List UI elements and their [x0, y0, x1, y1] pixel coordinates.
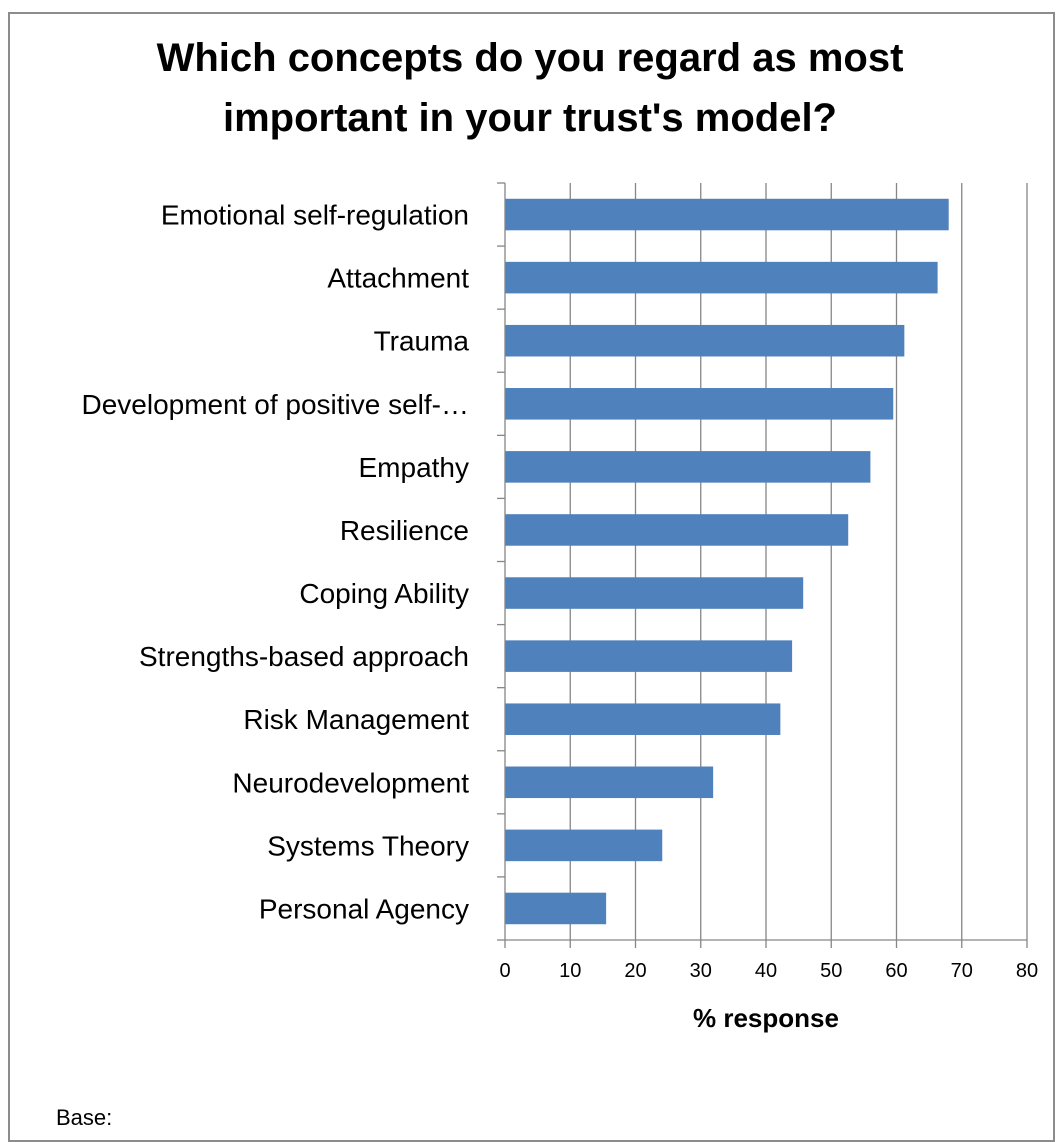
x-tick-label: 60	[885, 960, 907, 982]
bars	[505, 198, 949, 925]
x-tick-label: 70	[951, 960, 973, 982]
axes	[497, 182, 1028, 948]
gridlines	[569, 183, 1028, 940]
bar	[505, 577, 804, 609]
category-label: Development of positive self-…	[81, 389, 469, 420]
bar	[505, 198, 949, 231]
x-axis-title: % response	[693, 1003, 839, 1033]
category-label: Emotional self-regulation	[161, 200, 469, 231]
bar	[505, 261, 938, 294]
chart-title: Which concepts do you regard as most imp…	[156, 36, 904, 140]
x-tick-label: 10	[559, 960, 581, 982]
x-tick-label: 20	[624, 960, 646, 982]
bar	[505, 766, 714, 799]
category-label: Strengths-based approach	[139, 641, 469, 672]
category-label: Resilience	[340, 515, 469, 546]
bar	[505, 892, 607, 925]
x-tick-label: 0	[499, 960, 510, 982]
base-note: Base:	[56, 1105, 113, 1128]
x-tick-label: 40	[755, 960, 777, 982]
category-label: Coping Ability	[299, 578, 469, 609]
category-label: Personal Agency	[259, 893, 469, 924]
x-tick-label: 80	[1016, 960, 1038, 982]
category-label: Risk Management	[243, 704, 469, 735]
bar	[505, 451, 871, 483]
x-tick-labels: 0 10 20 30 40 50 60 70 80	[499, 960, 1038, 982]
bar	[505, 829, 663, 862]
category-label: Attachment	[327, 263, 469, 294]
bar	[505, 388, 894, 420]
category-label: Empathy	[359, 452, 470, 483]
bar	[505, 640, 793, 672]
bar	[505, 324, 905, 357]
category-label: Systems Theory	[267, 830, 469, 861]
x-tick-label: 50	[820, 960, 842, 982]
category-labels: Emotional self-regulation Attachment Traum…	[81, 200, 469, 925]
x-tick-label: 30	[690, 960, 712, 982]
category-label: Neurodevelopment	[232, 767, 469, 798]
category-label: Trauma	[374, 326, 470, 357]
bar	[505, 514, 849, 546]
bar	[505, 703, 781, 735]
